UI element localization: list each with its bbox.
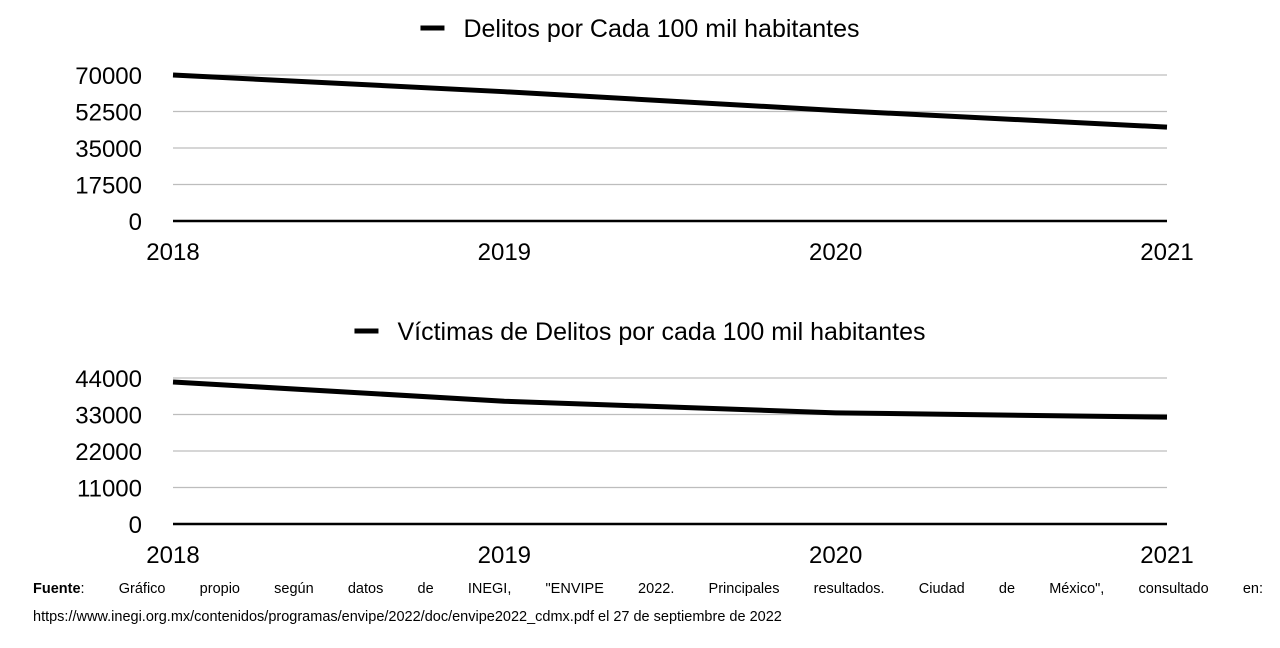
chart-2: Víctimas de Delitos por cada 100 mil hab… [75,318,1193,569]
series-line [172,379,1168,420]
legend: Delitos por Cada 100 mil habitantes [420,15,860,43]
y-tick-label: 11000 [77,476,142,503]
x-tick-label: 2019 [478,542,531,569]
x-tick-label: 2021 [1140,239,1193,266]
y-tick-label: 0 [129,209,142,236]
x-tick-label: 2018 [146,542,199,569]
y-tick-label: 22000 [75,439,142,466]
y-tick-label: 70000 [75,63,142,90]
legend: Víctimas de Delitos por cada 100 mil hab… [354,318,926,346]
series-line [172,72,1168,130]
line-charts: Delitos por Cada 100 mil habitantes 70000… [75,15,1193,569]
x-tick-label: 2020 [809,542,862,569]
x-tick-label: 2020 [809,239,862,266]
x-tick-label: 2021 [1140,542,1193,569]
y-tick-label: 17500 [75,173,142,200]
legend-label: Delitos por Cada 100 mil habitantes [463,15,859,43]
x-tick-label: 2018 [146,239,199,266]
source-text: : Gráfico propio según datos de INEGI, "… [33,581,1263,625]
chart-1: Delitos por Cada 100 mil habitantes 70000… [75,15,1193,266]
x-tick-label: 2019 [478,239,531,266]
y-tick-label: 52500 [75,100,142,127]
y-tick-label: 0 [129,512,142,539]
legend-label: Víctimas de Delitos por cada 100 mil hab… [397,318,925,346]
source-label: Fuente [33,581,81,597]
y-tick-label: 33000 [75,403,142,430]
y-tick-label: 35000 [75,136,142,163]
y-tick-label: 44000 [75,366,142,393]
source-note: Fuente: Gráfico propio según datos de IN… [33,575,1263,631]
